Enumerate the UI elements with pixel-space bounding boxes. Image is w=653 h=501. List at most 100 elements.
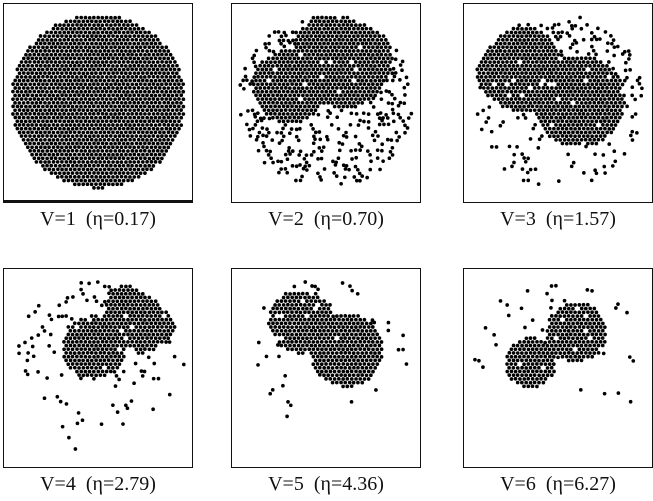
particle [349, 38, 354, 42]
particle [515, 100, 520, 105]
particle [106, 182, 111, 187]
particle [389, 138, 394, 142]
particle [140, 115, 145, 120]
particle [371, 60, 375, 64]
particle [522, 362, 526, 367]
particle [313, 108, 318, 113]
particle [251, 89, 256, 94]
particle [288, 403, 293, 408]
particle [364, 34, 369, 38]
particle [83, 82, 88, 87]
particle [371, 67, 375, 72]
particle [543, 52, 548, 57]
particle [605, 78, 609, 83]
particle [294, 332, 299, 337]
particle [603, 74, 607, 79]
particle [364, 49, 369, 53]
particle [64, 343, 69, 348]
particle [511, 49, 516, 53]
particle [115, 64, 119, 68]
particle [296, 34, 301, 39]
particle [362, 52, 367, 57]
particle [45, 38, 50, 42]
particle [377, 49, 382, 53]
particle [60, 314, 65, 319]
simulation-panel: V=2 (η=0.70) [228, 0, 424, 236]
particle [19, 97, 24, 101]
particle [552, 52, 556, 57]
particle [585, 288, 590, 292]
particle [332, 104, 337, 109]
particle [381, 34, 386, 38]
particle [168, 52, 173, 57]
particle [170, 78, 175, 83]
particle [581, 119, 586, 124]
particle [547, 52, 552, 57]
particle [377, 122, 382, 127]
particle [554, 115, 558, 120]
particle [296, 343, 301, 348]
particle [36, 75, 41, 79]
particle [75, 347, 79, 351]
particle [271, 328, 275, 333]
particle [603, 134, 607, 138]
particle [343, 71, 348, 75]
particle [618, 100, 622, 105]
particle [77, 175, 81, 179]
particle [326, 306, 331, 311]
particle [261, 140, 265, 145]
particle [64, 86, 68, 90]
particle [290, 119, 295, 124]
particle [72, 63, 77, 68]
particle [547, 97, 552, 101]
particle [475, 67, 480, 72]
particle [117, 325, 122, 329]
particle [64, 19, 68, 24]
particle [53, 82, 58, 87]
particle [345, 317, 350, 322]
particle [566, 314, 571, 318]
particle [522, 377, 527, 381]
particle [524, 34, 529, 38]
particle [170, 63, 175, 68]
particle [138, 104, 143, 109]
particle [311, 354, 316, 359]
particle [592, 63, 597, 68]
particle [157, 86, 162, 90]
particle [100, 75, 105, 79]
particle [305, 108, 309, 113]
particle [588, 329, 592, 333]
particle [358, 67, 362, 72]
particle [92, 332, 96, 337]
particle [268, 82, 273, 87]
particle [535, 354, 539, 359]
particle [611, 66, 615, 71]
particle [113, 310, 117, 315]
particle [115, 41, 120, 46]
particle [315, 310, 320, 315]
particle [377, 71, 382, 75]
particle [592, 34, 597, 39]
particle [49, 156, 54, 161]
particle [522, 30, 526, 35]
particle [96, 60, 100, 64]
particle [564, 325, 569, 329]
particle [45, 134, 49, 138]
particle [530, 82, 535, 87]
particle [15, 104, 20, 109]
particle [147, 119, 152, 124]
velocity-label: V=5 [268, 473, 304, 495]
particle [507, 358, 512, 363]
particle [575, 351, 580, 355]
particle [501, 97, 505, 101]
particle [168, 325, 173, 329]
particle [158, 49, 162, 53]
particle [388, 149, 393, 154]
particle [242, 86, 246, 91]
particle [145, 145, 149, 150]
particle [130, 288, 135, 292]
particle [393, 71, 398, 75]
particle [627, 355, 632, 359]
particle [481, 71, 486, 75]
particle [607, 119, 611, 124]
